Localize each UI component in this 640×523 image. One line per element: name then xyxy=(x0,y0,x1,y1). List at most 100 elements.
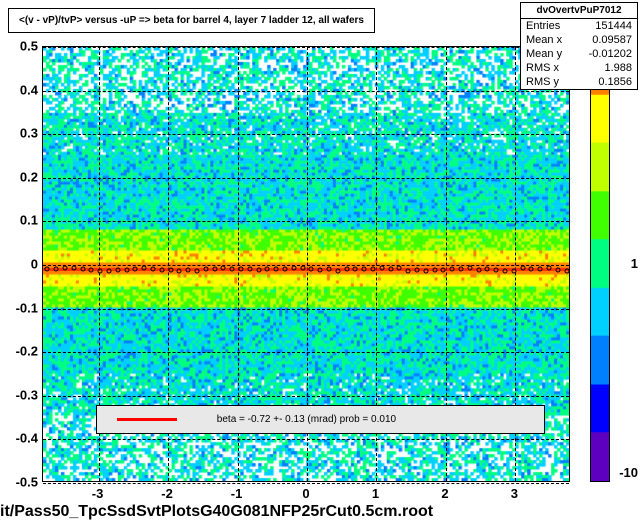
x-tick-label: 1 xyxy=(372,486,379,501)
y-tick-label: -0.3 xyxy=(16,387,38,402)
profile-marker xyxy=(362,267,367,272)
x-tick-label: 3 xyxy=(511,486,518,501)
profile-marker xyxy=(230,267,235,272)
profile-marker xyxy=(520,266,525,271)
stats-value: 0.09587 xyxy=(592,34,632,46)
profile-marker xyxy=(115,268,120,273)
profile-marker xyxy=(432,267,437,272)
profile-marker xyxy=(80,266,85,271)
profile-marker xyxy=(335,268,340,273)
stats-label: RMS x xyxy=(526,62,567,74)
colorbar-tick-label: -10 xyxy=(619,465,638,480)
stats-row: Mean x 0.09587 xyxy=(521,33,637,47)
profile-marker xyxy=(247,267,252,272)
grid-line-horizontal xyxy=(43,178,569,179)
profile-marker xyxy=(529,266,534,271)
stats-header: dvOvertvPuP7012 xyxy=(521,3,637,19)
profile-marker xyxy=(203,267,208,272)
profile-marker xyxy=(459,266,464,271)
profile-marker xyxy=(221,266,226,271)
profile-marker xyxy=(423,269,428,274)
fit-line-band xyxy=(43,268,569,271)
profile-marker xyxy=(476,268,481,273)
profile-marker xyxy=(274,267,279,272)
profile-marker xyxy=(63,265,68,270)
fit-legend-line xyxy=(117,418,177,421)
profile-marker xyxy=(98,268,103,273)
profile-marker xyxy=(142,265,147,270)
profile-marker xyxy=(318,268,323,273)
profile-marker xyxy=(379,265,384,270)
y-tick-label: -0.2 xyxy=(16,344,38,359)
y-tick-label: 0 xyxy=(31,257,38,272)
colorbar xyxy=(590,46,610,482)
profile-marker xyxy=(256,267,261,272)
grid-line-horizontal xyxy=(43,439,569,440)
profile-marker xyxy=(186,268,191,273)
grid-line-horizontal xyxy=(43,352,569,353)
stats-row: Mean y -0.01202 xyxy=(521,47,637,61)
y-tick-label: 0.3 xyxy=(20,126,38,141)
stats-value: 151444 xyxy=(595,20,632,32)
profile-marker xyxy=(239,267,244,272)
profile-marker xyxy=(511,268,516,273)
grid-line-horizontal xyxy=(43,483,569,484)
profile-marker xyxy=(124,267,129,272)
y-tick-label: 0.2 xyxy=(20,169,38,184)
x-tick-label: -3 xyxy=(92,486,104,501)
stats-label: Entries xyxy=(526,20,568,32)
stats-value: -0.01202 xyxy=(589,48,632,60)
stats-box: dvOvertvPuP7012 Entries 151444 Mean x 0.095… xyxy=(520,2,638,90)
profile-marker xyxy=(564,268,569,273)
profile-marker xyxy=(485,266,490,271)
profile-marker xyxy=(494,267,499,272)
profile-marker xyxy=(45,267,50,272)
stats-label: Mean y xyxy=(526,48,570,60)
profile-marker xyxy=(283,266,288,271)
profile-marker xyxy=(441,268,446,273)
fit-text: beta = -0.72 +- 0.13 (mrad) prob = 0.010 xyxy=(217,414,396,425)
profile-marker xyxy=(195,268,200,273)
grid-line-horizontal xyxy=(43,309,569,310)
profile-marker xyxy=(467,266,472,271)
y-tick-label: -0.5 xyxy=(16,475,38,490)
profile-marker xyxy=(133,266,138,271)
profile-marker xyxy=(397,266,402,271)
profile-marker xyxy=(353,267,358,272)
stats-label: Mean x xyxy=(526,34,570,46)
y-tick-label: 0.4 xyxy=(20,82,38,97)
profile-marker xyxy=(327,266,332,271)
profile-marker xyxy=(212,266,217,271)
grid-line-horizontal xyxy=(43,47,569,48)
x-tick-label: -2 xyxy=(161,486,173,501)
profile-marker xyxy=(159,267,164,272)
x-tick-label: 2 xyxy=(441,486,448,501)
plot-title: <(v - vP)/tvP> versus -uP => beta for ba… xyxy=(8,8,375,33)
profile-marker xyxy=(415,267,420,272)
fit-result-box: beta = -0.72 +- 0.13 (mrad) prob = 0.010 xyxy=(96,405,545,434)
profile-marker xyxy=(71,266,76,271)
profile-marker xyxy=(89,267,94,272)
profile-marker xyxy=(291,265,296,270)
colorbar-tick-label: 1 xyxy=(631,256,638,271)
grid-line-horizontal xyxy=(43,221,569,222)
profile-marker xyxy=(54,266,59,271)
grid-line-horizontal xyxy=(43,91,569,92)
profile-marker xyxy=(265,267,270,272)
stats-row: RMS x1.988 xyxy=(521,61,637,75)
grid-line-horizontal xyxy=(43,396,569,397)
profile-marker xyxy=(177,269,182,274)
stats-value: 0.1856 xyxy=(598,76,632,88)
profile-marker xyxy=(538,266,543,271)
profile-marker xyxy=(547,265,552,270)
heatmap-plot-area: beta = -0.72 +- 0.13 (mrad) prob = 0.010 xyxy=(42,46,570,482)
profile-marker xyxy=(555,267,560,272)
profile-marker xyxy=(107,269,112,274)
profile-marker xyxy=(371,266,376,271)
y-tick-label: -0.1 xyxy=(16,300,38,315)
profile-marker xyxy=(450,267,455,272)
profile-marker xyxy=(151,267,156,272)
profile-marker xyxy=(503,269,508,274)
profile-marker xyxy=(168,268,173,273)
y-tick-label: -0.4 xyxy=(16,431,38,446)
